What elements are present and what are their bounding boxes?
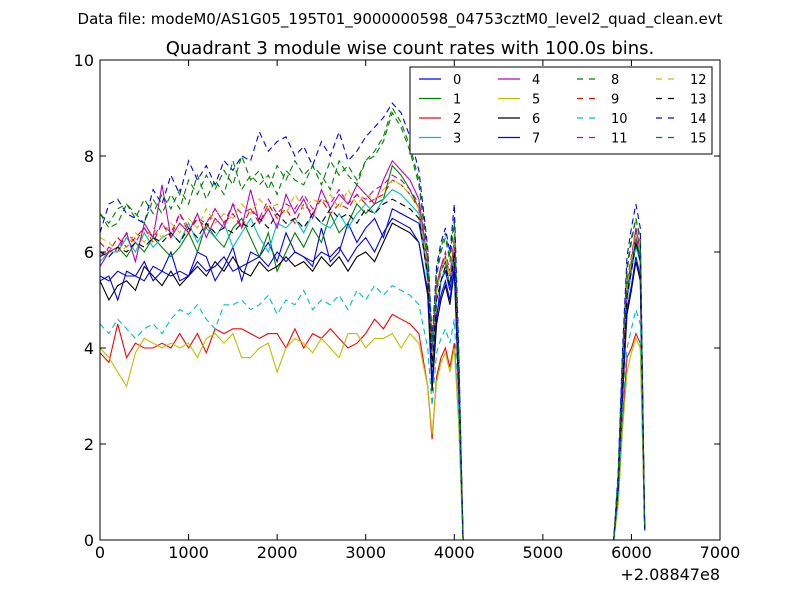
series-line-2 bbox=[99, 313, 646, 541]
y-tick-label: 8 bbox=[84, 147, 94, 166]
series-line-15 bbox=[99, 111, 646, 541]
legend-label-2: 2 bbox=[453, 112, 461, 127]
legend-label-4: 4 bbox=[532, 73, 540, 88]
x-tick-label: 3000 bbox=[345, 543, 386, 562]
x-offset-label: +2.08847e8 bbox=[620, 565, 720, 584]
series-line-9 bbox=[99, 179, 646, 541]
series-line-7 bbox=[99, 217, 646, 541]
plot-frame bbox=[99, 59, 721, 541]
chart-title: Quadrant 3 module wise count rates with … bbox=[166, 38, 655, 59]
legend-label-11: 11 bbox=[611, 132, 628, 147]
legend-label-6: 6 bbox=[532, 112, 540, 127]
series-line-6 bbox=[99, 222, 646, 541]
y-tick-label: 2 bbox=[84, 435, 94, 454]
legend-label-7: 7 bbox=[532, 132, 540, 147]
y-tick-label: 0 bbox=[84, 531, 94, 550]
legend-label-1: 1 bbox=[453, 93, 461, 108]
legend-label-14: 14 bbox=[690, 112, 707, 127]
legend-label-13: 13 bbox=[690, 93, 707, 108]
legend-label-5: 5 bbox=[532, 93, 540, 108]
series-line-11 bbox=[99, 174, 646, 541]
series-line-14 bbox=[99, 102, 646, 541]
x-tick-label: 2000 bbox=[257, 543, 298, 562]
legend-label-12: 12 bbox=[690, 73, 707, 88]
legend-label-0: 0 bbox=[453, 73, 461, 88]
x-tick-label: 6000 bbox=[611, 543, 652, 562]
y-tick-label: 4 bbox=[84, 339, 94, 358]
series-line-3 bbox=[99, 188, 646, 541]
x-tick-label: 7000 bbox=[700, 543, 741, 562]
series-line-8 bbox=[99, 106, 646, 541]
legend-label-8: 8 bbox=[611, 73, 619, 88]
legend-label-9: 9 bbox=[611, 93, 619, 108]
series-layer bbox=[99, 102, 646, 541]
series-line-1 bbox=[99, 164, 646, 541]
y-tick-label: 6 bbox=[84, 243, 94, 262]
suptitle: Data file: modeM0/AS1G05_195T01_90000005… bbox=[78, 10, 723, 29]
y-tick-label: 10 bbox=[74, 51, 94, 70]
x-tick-label: 4000 bbox=[434, 543, 475, 562]
x-tick-label: 5000 bbox=[522, 543, 563, 562]
legend-label-10: 10 bbox=[611, 112, 628, 127]
series-line-13 bbox=[99, 198, 646, 541]
series-line-5 bbox=[99, 332, 646, 541]
series-line-12 bbox=[99, 179, 646, 541]
x-tick-label: 0 bbox=[95, 543, 105, 562]
x-tick-label: 1000 bbox=[168, 543, 209, 562]
legend-label-15: 15 bbox=[690, 132, 707, 147]
x-axis: 0 1000 2000 3000 4000 5000 6000 7000 bbox=[95, 60, 740, 562]
legend-label-3: 3 bbox=[453, 132, 461, 147]
legend-frame bbox=[409, 66, 713, 155]
